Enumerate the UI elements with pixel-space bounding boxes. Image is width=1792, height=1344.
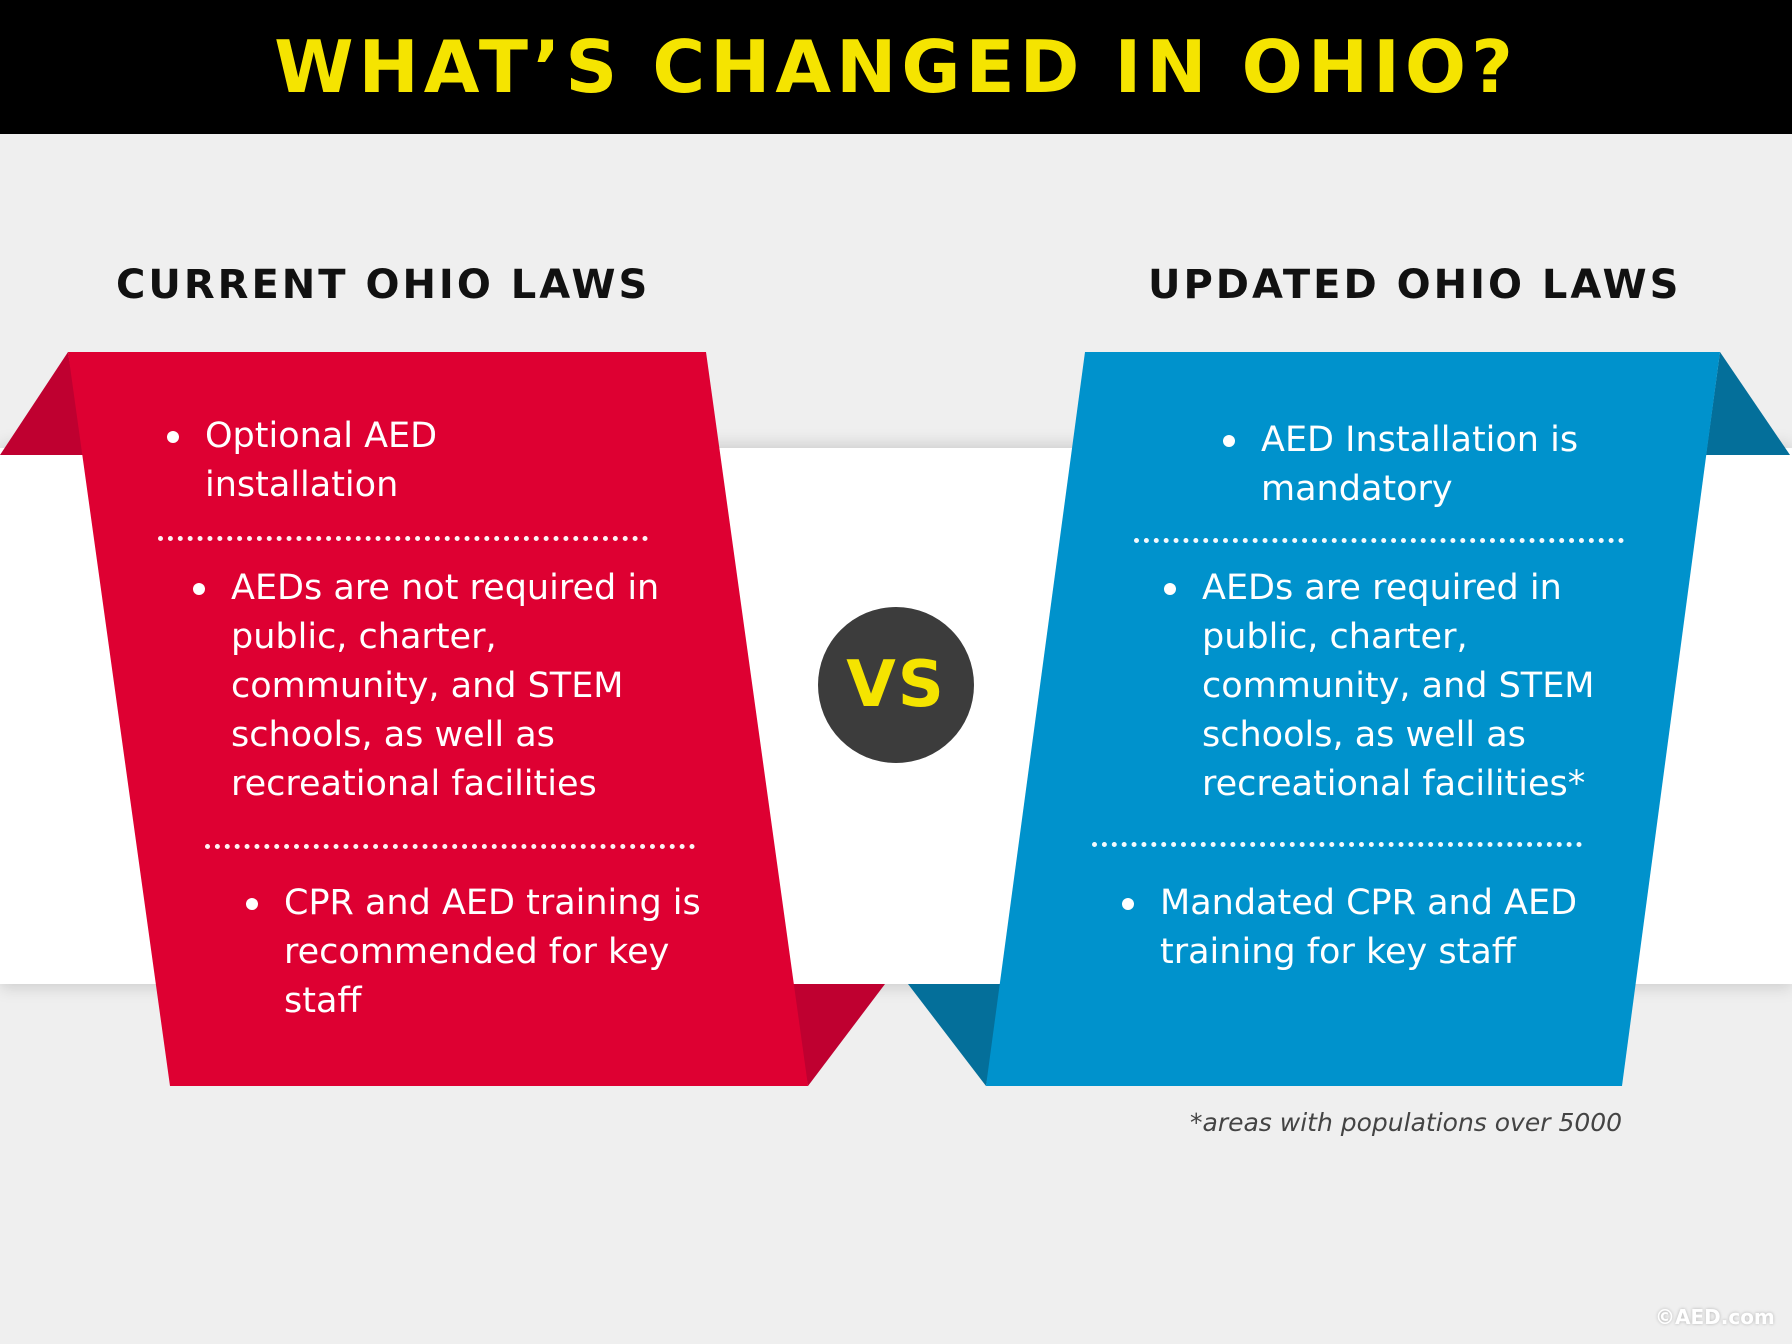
updated-item-training: Mandated CPR and AED training for key st… <box>1122 879 1600 977</box>
updated-divider <box>1092 842 1582 847</box>
source-credit: ©AED.com <box>1655 1305 1775 1329</box>
bullet-icon <box>1122 898 1134 910</box>
updated-item-installation: AED Installation is mandatory <box>1223 416 1601 514</box>
current-divider <box>205 844 695 849</box>
updated-panel <box>986 352 1720 1086</box>
updated-item-schools: AEDs are required in public, charter, co… <box>1164 564 1622 809</box>
updated-panel-top-fold <box>1706 352 1790 455</box>
bullet-icon <box>246 898 258 910</box>
current-item-installation: Optional AED installation <box>167 412 505 510</box>
bullet-icon <box>167 431 179 443</box>
current-panel-bottom-fold <box>788 984 885 1086</box>
current-item-schools: AEDs are not required in public, charter… <box>193 564 681 809</box>
bullet-icon <box>193 583 205 595</box>
bullet-icon <box>1223 435 1235 447</box>
vs-badge: VS <box>818 607 974 763</box>
current-item-training: CPR and AED training is recommended for … <box>246 879 704 1026</box>
updated-panel-bottom-fold <box>908 984 1004 1086</box>
updated-laws-heading: UPDATED OHIO LAWS <box>1148 262 1682 308</box>
current-panel-top-fold <box>0 352 85 455</box>
bullet-icon <box>1164 583 1176 595</box>
page-title: WHAT’S CHANGED IN OHIO? <box>274 25 1518 109</box>
current-divider <box>158 536 648 541</box>
title-banner: WHAT’S CHANGED IN OHIO? <box>0 0 1792 134</box>
updated-divider <box>1134 538 1624 543</box>
current-laws-heading: CURRENT OHIO LAWS <box>116 262 651 308</box>
footnote: *areas with populations over 5000 <box>1190 1108 1623 1137</box>
